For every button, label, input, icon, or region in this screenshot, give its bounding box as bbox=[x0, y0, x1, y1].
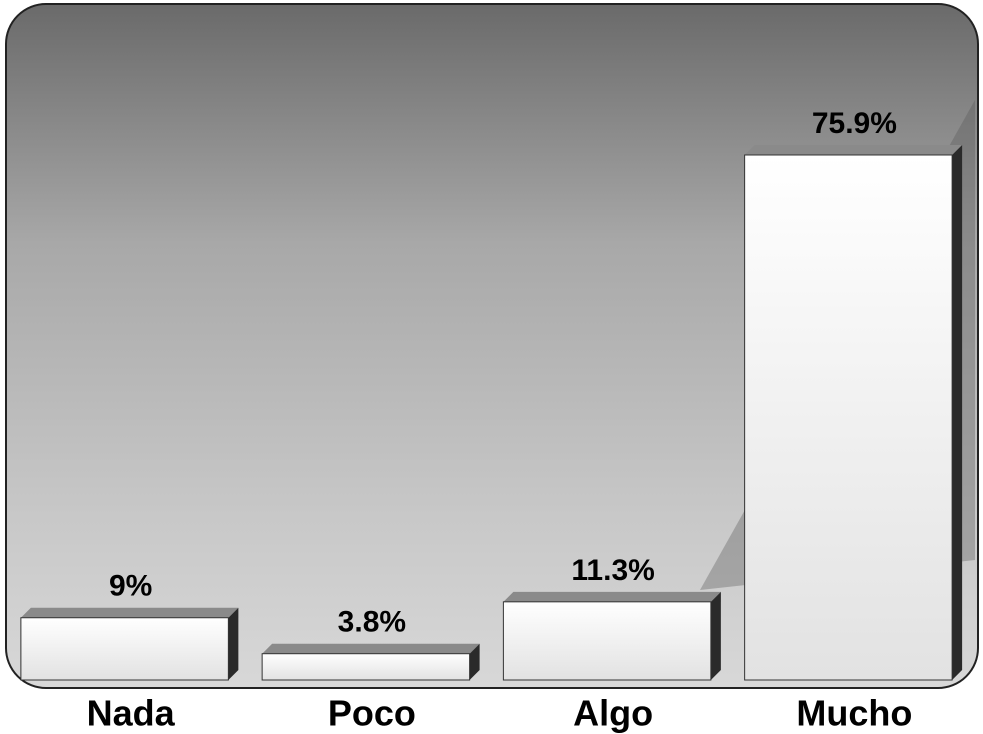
bar bbox=[744, 154, 953, 681]
bar bbox=[20, 617, 229, 681]
bar-top bbox=[744, 145, 963, 155]
x-tick-label: Poco bbox=[328, 693, 416, 734]
bar-side bbox=[469, 643, 480, 680]
bar bbox=[502, 601, 712, 681]
value-label: 9% bbox=[109, 570, 152, 603]
x-tick-label: Nada bbox=[87, 693, 176, 734]
plot-background bbox=[5, 3, 979, 689]
bar-top bbox=[20, 607, 239, 618]
value-label: 75.9% bbox=[812, 107, 897, 140]
bar-side bbox=[952, 145, 963, 680]
bar bbox=[261, 653, 471, 681]
bar-top bbox=[503, 591, 721, 602]
bar-side bbox=[710, 591, 721, 680]
value-label: 11.3% bbox=[571, 554, 654, 587]
value-label: 3.8% bbox=[338, 606, 406, 639]
bar-side bbox=[228, 607, 239, 680]
bar-top bbox=[262, 643, 480, 654]
x-tick-label: Algo bbox=[573, 693, 653, 734]
x-tick-label: Mucho bbox=[796, 693, 912, 734]
